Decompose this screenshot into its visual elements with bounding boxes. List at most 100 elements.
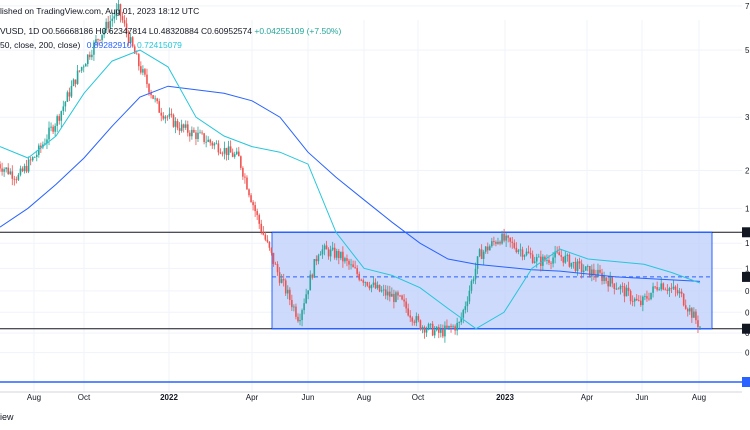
sma-200-line	[0, 85, 701, 282]
candle	[5, 167, 7, 173]
candle	[589, 265, 591, 278]
candle	[674, 285, 677, 297]
candle	[570, 262, 573, 269]
y-tick-label: 0	[745, 349, 750, 358]
candle	[170, 108, 173, 118]
candle	[352, 260, 354, 268]
candle	[256, 208, 258, 220]
candle	[654, 286, 656, 289]
candle	[413, 319, 416, 326]
candle	[550, 261, 552, 270]
ma-slow-value: 0.72415079	[137, 40, 182, 50]
candle	[62, 100, 65, 115]
candle	[97, 38, 99, 46]
candle	[180, 119, 183, 133]
candle	[470, 279, 473, 294]
candle	[482, 249, 485, 266]
candle	[215, 140, 218, 145]
candle	[111, 12, 114, 27]
candle	[397, 290, 399, 300]
candle	[286, 285, 289, 300]
candle	[376, 281, 379, 290]
candle	[644, 293, 646, 301]
candle	[9, 168, 12, 176]
candle	[625, 284, 628, 297]
ma-fast-value: 0.89282910	[86, 40, 132, 50]
y-axis: 975321110000	[745, 2, 750, 358]
candle	[423, 325, 426, 339]
candle	[268, 241, 271, 251]
candle	[533, 256, 536, 264]
candle	[537, 253, 540, 258]
symbol-ohlc-row: VUSD, 1D O0.56668186 H0.62347814 L0.4832…	[0, 26, 341, 36]
candle	[431, 321, 434, 337]
candle	[382, 284, 385, 297]
candle	[323, 243, 326, 256]
candle	[64, 100, 67, 112]
x-tick-label: Jun	[302, 393, 315, 402]
candle	[515, 242, 518, 254]
candle	[584, 266, 587, 271]
y-tick-label: 3	[745, 113, 750, 122]
candle	[484, 245, 487, 254]
candle	[652, 282, 654, 298]
indicator-label: 50, close, 200, close)	[0, 40, 81, 50]
candle	[405, 297, 407, 313]
candle	[401, 294, 403, 301]
candle	[33, 156, 36, 158]
candlestick-series	[0, 0, 701, 343]
candle	[193, 127, 195, 134]
candle	[56, 114, 58, 133]
candle	[497, 237, 499, 245]
candle	[672, 280, 675, 291]
candle	[623, 283, 626, 303]
candle	[633, 297, 636, 307]
candle	[446, 319, 448, 329]
candle	[435, 326, 438, 332]
candle	[31, 156, 34, 162]
candle	[142, 65, 144, 76]
candle	[82, 64, 85, 73]
candle	[509, 237, 512, 248]
candle	[103, 27, 105, 39]
candle	[458, 321, 460, 329]
candle	[678, 287, 681, 298]
candle	[119, 3, 122, 23]
x-tick-label: Oct	[78, 393, 91, 402]
candle	[89, 51, 91, 60]
candle	[66, 90, 69, 102]
candle	[686, 307, 689, 317]
candle	[444, 321, 446, 343]
x-tick-label: 2023	[496, 393, 514, 402]
candle	[342, 246, 344, 268]
candle	[554, 245, 556, 264]
candle	[282, 273, 285, 287]
candle	[264, 231, 267, 242]
candle	[499, 240, 501, 246]
sma-50-line	[0, 49, 701, 330]
candle	[113, 13, 116, 24]
candle	[676, 283, 679, 296]
candle	[560, 249, 563, 262]
candle	[364, 281, 367, 288]
candle	[223, 141, 226, 160]
candle	[327, 247, 330, 260]
candle	[468, 285, 471, 305]
candle	[123, 15, 126, 27]
candle	[464, 301, 467, 314]
candle	[513, 239, 516, 250]
candle	[91, 49, 93, 61]
candle	[691, 306, 693, 323]
candle	[617, 287, 620, 290]
candle	[297, 313, 299, 323]
candle	[521, 246, 524, 261]
candle	[586, 264, 589, 272]
candle	[321, 244, 324, 259]
candle	[307, 290, 309, 300]
candle	[1, 162, 3, 176]
candle	[276, 261, 279, 276]
candle	[121, 11, 124, 23]
candle	[54, 123, 56, 137]
candle	[262, 226, 265, 236]
